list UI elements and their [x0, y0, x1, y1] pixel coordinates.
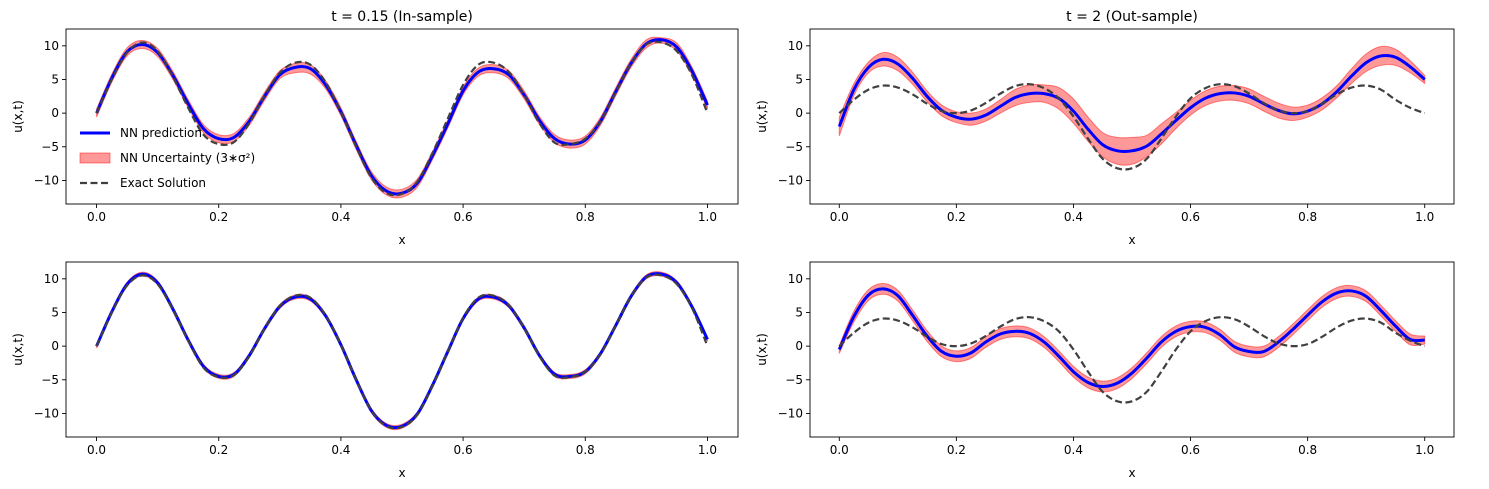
x-axis-label: x — [1128, 233, 1135, 247]
x-tick-label: 1.0 — [698, 210, 717, 224]
axes-frame — [65, 28, 739, 205]
x-tick-label: 0.6 — [454, 210, 473, 224]
y-tick-label: 5 — [51, 305, 59, 319]
x-tick-label: 0.0 — [87, 210, 106, 224]
y-tick-label: 5 — [795, 72, 803, 86]
uncertainty-band — [96, 36, 708, 199]
plot-area — [837, 283, 1426, 404]
nn-prediction-line — [837, 287, 1425, 389]
plot-area — [837, 45, 1426, 171]
x-tick-label: 0.0 — [87, 443, 106, 457]
subplot-title: t = 2 (Out-sample) — [1066, 9, 1198, 25]
y-tick-label: 0 — [795, 339, 803, 353]
y-tick-label: −5 — [785, 140, 803, 154]
x-tick-label: 0.2 — [947, 210, 966, 224]
y-axis-label: u(x,t) — [11, 333, 25, 366]
subplot-1: 0.0 0.2 0.4 0.6 0.8 1.0 10 5 0 −5 −10 x u(x,t) t = 0.… — [11, 9, 739, 247]
x-tick-label: 0.0 — [830, 210, 849, 224]
x-tick-label: 0.8 — [576, 443, 595, 457]
y-tick-label: −5 — [41, 373, 59, 387]
nn-prediction-line — [95, 272, 709, 430]
x-tick-label: 1.0 — [1415, 210, 1434, 224]
x-tick-label: 1.0 — [698, 443, 717, 457]
axes-frame — [65, 261, 739, 438]
exact-solution-line — [95, 273, 709, 430]
uncertainty-band — [96, 271, 708, 431]
nn-prediction-line — [95, 38, 709, 196]
y-tick-label: 5 — [795, 305, 803, 319]
y-tick-label: 10 — [44, 39, 59, 53]
y-tick-label: 10 — [44, 272, 59, 286]
legend-label: NN Uncertainty (3∗σ²) — [120, 151, 255, 165]
y-tick-label: 0 — [51, 106, 59, 120]
y-tick-label: −5 — [785, 373, 803, 387]
y-axis-label: u(x,t) — [755, 100, 769, 133]
y-tick-label: −10 — [778, 173, 803, 187]
legend-label: Exact Solution — [120, 176, 206, 190]
axes-frame — [809, 28, 1455, 205]
x-axis-label: x — [1128, 466, 1135, 480]
plot-area — [95, 271, 709, 431]
x-tick-label: 0.6 — [1181, 443, 1200, 457]
y-axis-label: u(x,t) — [11, 100, 25, 133]
y-tick-label: 0 — [51, 339, 59, 353]
x-tick-label: 0.6 — [454, 443, 473, 457]
subplot-title: t = 0.15 (In-sample) — [331, 9, 473, 25]
x-tick-label: 0.0 — [830, 443, 849, 457]
y-tick-label: −5 — [41, 140, 59, 154]
x-axis-label: x — [398, 233, 405, 247]
x-tick-label: 0.4 — [1064, 210, 1083, 224]
x-tick-label: 0.8 — [576, 210, 595, 224]
y-tick-label: −10 — [34, 406, 59, 420]
x-tick-label: 0.8 — [1298, 210, 1317, 224]
y-tick-label: −10 — [34, 173, 59, 187]
y-tick-label: −10 — [778, 406, 803, 420]
y-tick-label: 0 — [795, 106, 803, 120]
axes-frame — [809, 261, 1455, 438]
plot-area — [95, 36, 709, 199]
x-tick-label: 0.6 — [1181, 210, 1200, 224]
subplot-3: 0.0 0.2 0.4 0.6 0.8 1.0 10 5 0 −5 −10 x u(x,t) — [11, 261, 739, 480]
x-tick-label: 0.8 — [1298, 443, 1317, 457]
x-tick-label: 0.4 — [1064, 443, 1083, 457]
y-axis-label: u(x,t) — [755, 333, 769, 366]
legend-swatch-band — [79, 152, 111, 164]
x-tick-label: 0.2 — [209, 443, 228, 457]
nn-prediction-line — [837, 53, 1426, 154]
legend-label: NN prediction — [120, 126, 202, 140]
y-tick-label: 10 — [788, 39, 803, 53]
x-tick-label: 0.4 — [331, 210, 350, 224]
x-tick-label: 0.2 — [947, 443, 966, 457]
exact-solution-line — [95, 40, 709, 197]
x-tick-label: 0.4 — [331, 443, 350, 457]
subplot-4: 0.0 0.2 0.4 0.6 0.8 1.0 10 5 0 −5 −10 x u(x,t) — [755, 261, 1455, 480]
legend: NN prediction NN Uncertainty (3∗σ²) Exact … — [79, 126, 255, 190]
uncertainty-band — [838, 45, 1426, 166]
exact-solution-line — [838, 83, 1426, 171]
x-axis-label: x — [398, 466, 405, 480]
x-tick-label: 0.2 — [209, 210, 228, 224]
y-tick-label: 10 — [788, 272, 803, 286]
subplot-2: 0.0 0.2 0.4 0.6 0.8 1.0 10 5 0 −5 −10 x u(x,t) t = 2 … — [755, 9, 1455, 247]
exact-solution-line — [838, 316, 1426, 404]
x-tick-label: 1.0 — [1415, 443, 1434, 457]
y-tick-label: 5 — [51, 72, 59, 86]
